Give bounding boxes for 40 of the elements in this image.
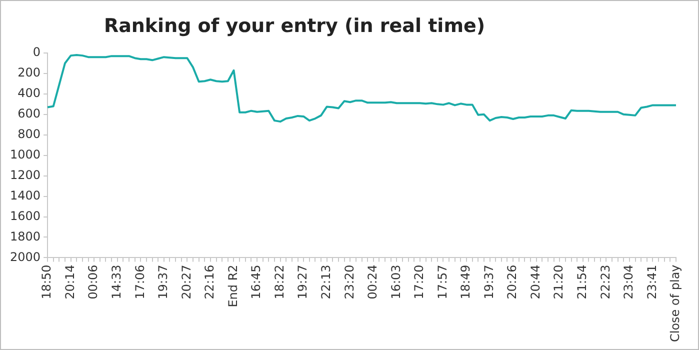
y-tick-label: 600: [18, 106, 41, 121]
x-tick-label: 19:27: [296, 264, 310, 300]
x-tick-label: Close of play: [668, 264, 682, 342]
x-tick-label: 22:16: [202, 264, 217, 300]
x-tick-label: 23:04: [622, 264, 636, 300]
chart-title: Ranking of your entry (in real time): [102, 15, 486, 37]
x-tick-label: 17:20: [412, 264, 426, 300]
x-tick-label: 20:26: [505, 264, 520, 300]
x-tick-label: 19:37: [482, 264, 496, 300]
x-tick-label: 20:14: [62, 264, 77, 300]
x-tick-label: 00:24: [366, 264, 380, 300]
x-tick-label: 18:22: [272, 264, 286, 300]
x-tick-label: 20:27: [179, 264, 194, 300]
y-tick-label: 0: [32, 45, 41, 60]
x-tick-label: 23:20: [342, 264, 356, 300]
x-tick-label: 22:23: [598, 264, 612, 300]
x-tick-label: 17:57: [435, 264, 450, 300]
x-tick-label: End R2: [226, 264, 240, 308]
y-tick-label: 1000: [10, 147, 41, 162]
y-tick-label: 400: [18, 86, 41, 100]
x-tick-label: 18:50: [40, 264, 54, 300]
y-tick-label: 1400: [10, 188, 41, 202]
x-tick-label: 14:33: [109, 264, 124, 300]
y-tick-label: 200: [18, 66, 41, 80]
x-tick-label: 19:37: [156, 264, 170, 300]
x-tick-label: 16:03: [388, 264, 403, 300]
x-tick-label: 21:54: [575, 264, 590, 300]
x-tick-label: 00:06: [86, 264, 100, 300]
y-tick-label: 1800: [10, 229, 41, 244]
y-tick-label: 2000: [10, 250, 41, 264]
y-tick-label: 1600: [10, 208, 41, 223]
x-tick-label: 22:13: [318, 264, 333, 300]
x-tick-label: 18:49: [458, 264, 473, 300]
y-tick-label: 1200: [10, 168, 41, 182]
x-tick-label: 16:45: [249, 264, 264, 300]
x-tick-label: 21:20: [552, 264, 566, 300]
y-tick-label: 800: [18, 127, 41, 142]
x-tick-label: 23:41: [644, 264, 659, 300]
x-tick-label: 20:44: [528, 264, 542, 300]
x-tick-label: 17:06: [132, 264, 147, 300]
